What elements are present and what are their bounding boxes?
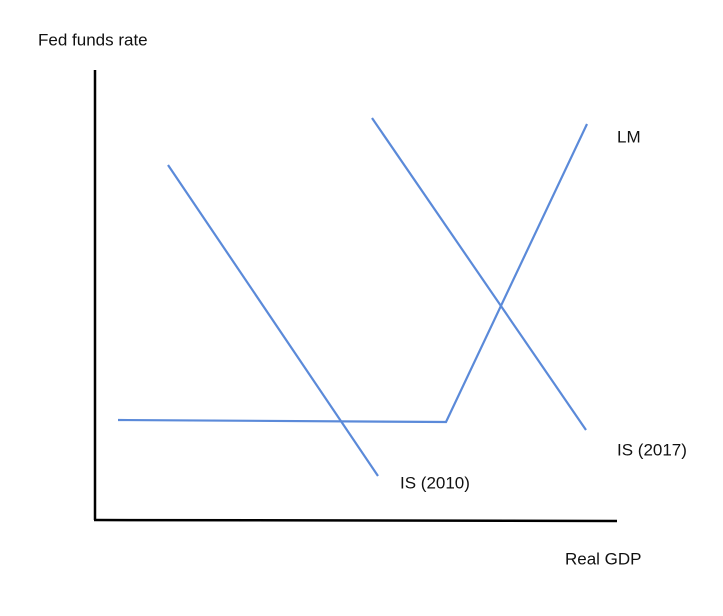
lm-curve — [117, 123, 588, 424]
is-2017-curve — [371, 117, 587, 431]
curve-label: IS (2010) — [400, 473, 470, 492]
x-axis-label: Real GDP — [565, 549, 642, 568]
is-2010-curve — [167, 164, 379, 477]
x-axis — [93, 518, 618, 523]
curve-label: IS (2017) — [617, 440, 687, 459]
curve-label: LM — [617, 127, 641, 146]
y-axis-label: Fed funds rate — [38, 30, 148, 49]
